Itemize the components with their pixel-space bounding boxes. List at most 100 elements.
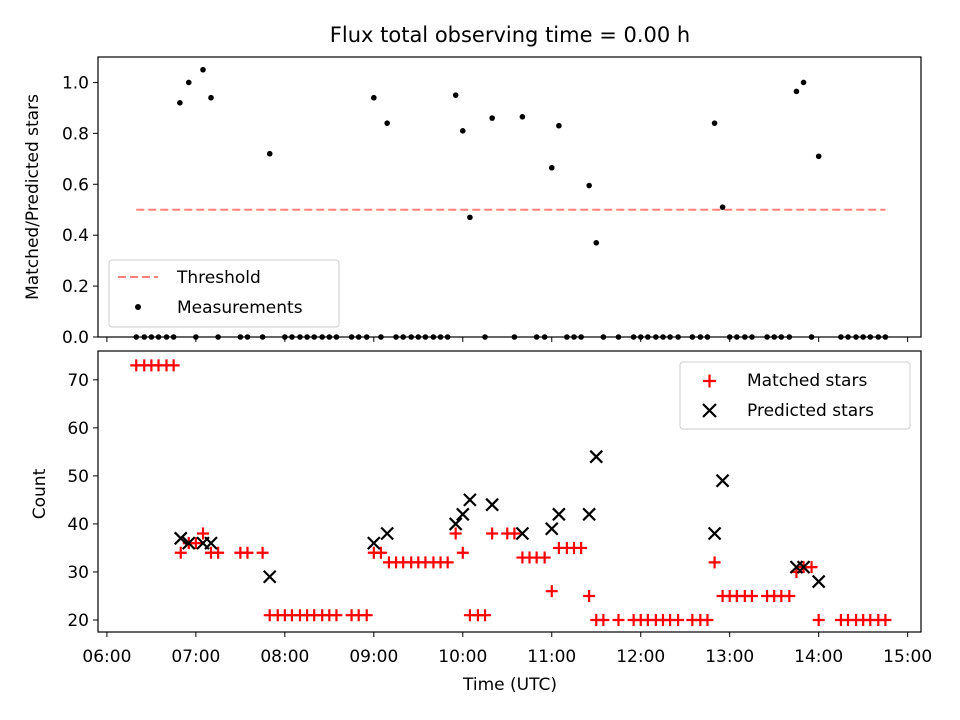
measurement-point xyxy=(177,100,183,106)
measurement-point xyxy=(875,334,882,340)
measurement-point xyxy=(155,334,162,340)
bottom-y-axis-label: Count xyxy=(30,468,50,519)
predicted-star-point xyxy=(544,521,559,536)
measurement-point xyxy=(845,334,851,340)
matched-star-point xyxy=(538,551,551,564)
x-tick-label: 06:00 xyxy=(82,647,131,667)
measurement-point xyxy=(319,334,326,340)
x-tick-label: 09:00 xyxy=(349,647,398,667)
matched-star-point xyxy=(508,527,521,540)
measurement-point xyxy=(400,334,406,340)
bottom-y-tick-label: 70 xyxy=(67,371,89,391)
measurement-point xyxy=(378,334,384,340)
matched-star-point xyxy=(374,546,387,559)
measurement-point xyxy=(384,120,390,126)
bottom-panel: Count Time (UTC) 20 30 40 50 60 70 06:00 07:00… xyxy=(30,350,932,695)
top-y-tick-label: 0.4 xyxy=(62,226,89,246)
x-axis-label: Time (UTC) xyxy=(462,675,557,695)
x-tick-label: 15:00 xyxy=(883,647,932,667)
measurement-point xyxy=(266,150,273,157)
measurement-point xyxy=(882,334,889,340)
predicted-star-point xyxy=(715,473,730,488)
measurement-point xyxy=(719,204,726,210)
measurement-point xyxy=(355,334,362,340)
measurement-point xyxy=(148,334,155,340)
top-legend-box xyxy=(108,259,340,328)
matched-star-point xyxy=(196,527,209,540)
matched-star-point xyxy=(479,609,492,622)
measurement-point xyxy=(533,334,540,340)
matched-star-point xyxy=(449,527,462,540)
predicted-star-point xyxy=(463,493,477,507)
measurement-point xyxy=(430,334,437,340)
measurement-point xyxy=(185,79,192,86)
measurement-point xyxy=(415,334,422,340)
measurement-point xyxy=(259,334,266,340)
measurement-point xyxy=(808,334,815,340)
measurement-point xyxy=(541,334,548,340)
bottom-y-tick-label: 60 xyxy=(67,419,89,439)
measurement-point xyxy=(556,122,562,129)
predicted-star-point xyxy=(552,507,566,522)
measurement-point xyxy=(704,334,711,340)
matched-star-point xyxy=(612,613,625,626)
measurement-point xyxy=(615,334,622,340)
x-tick-label: 14:00 xyxy=(794,647,843,667)
matched-star-point xyxy=(575,541,588,554)
matched-star-point xyxy=(212,546,225,559)
measurement-point xyxy=(215,334,221,340)
measurement-point xyxy=(519,114,526,120)
predicted-star-point xyxy=(173,531,188,546)
measurement-point xyxy=(660,334,666,340)
predicted-star-point xyxy=(380,526,394,541)
bottom-y-tick-label: 40 xyxy=(67,515,89,535)
measurement-point xyxy=(815,153,822,160)
top-y-tick-label: 0.6 xyxy=(62,175,89,195)
measurement-point xyxy=(853,334,859,340)
legend-matched-swatch xyxy=(703,374,716,388)
matched-star-point xyxy=(456,546,469,559)
measurement-point xyxy=(371,94,377,101)
matched-star-point xyxy=(360,609,373,622)
measurement-point xyxy=(548,164,555,171)
top-legend: Threshold Measurements xyxy=(108,259,340,328)
bottom-y-tick-label: 20 xyxy=(67,611,89,631)
legend-predicted-label: Predicted stars xyxy=(747,401,874,421)
matched-star-point xyxy=(256,546,269,559)
bottom-y-tick-label: 30 xyxy=(67,563,89,583)
top-y-axis-label: Matched/Predicted stars xyxy=(23,94,43,300)
legend-threshold-label: Threshold xyxy=(176,268,261,288)
predicted-star-point xyxy=(456,507,470,522)
predicted-star-point xyxy=(515,526,530,541)
measurement-point xyxy=(482,334,488,340)
bottom-plot-frame xyxy=(97,350,922,633)
measurement-point xyxy=(452,92,459,98)
measurement-point xyxy=(860,334,866,340)
measurement-point xyxy=(630,334,637,340)
matched-star-point xyxy=(701,613,714,626)
predicted-star-point xyxy=(707,526,722,541)
measurement-point xyxy=(578,334,584,340)
matched-star-point xyxy=(189,537,202,550)
measurement-point xyxy=(422,334,429,340)
measurement-point xyxy=(444,334,451,340)
top-y-tick-label: 0.0 xyxy=(62,328,89,348)
x-tick-label: 12:00 xyxy=(616,647,665,667)
measurement-point xyxy=(326,334,333,340)
measurement-point xyxy=(170,334,177,340)
matched-star-point xyxy=(241,546,254,559)
predicted-star-point xyxy=(204,536,218,550)
measurement-point xyxy=(571,334,577,340)
predicted-star-point xyxy=(811,574,826,589)
x-tick-label: 11:00 xyxy=(527,647,576,667)
measurement-point xyxy=(393,334,399,340)
measurement-point xyxy=(786,334,793,340)
top-y-tick-label: 0.2 xyxy=(62,277,89,297)
measurement-point xyxy=(793,88,800,95)
top-y-ticks: 0.0 0.2 0.4 0.6 0.8 1.0 xyxy=(62,73,98,348)
measurement-point xyxy=(163,334,170,340)
bottom-legend-box xyxy=(679,361,911,430)
matched-star-point xyxy=(167,359,180,372)
measurement-point xyxy=(304,334,310,340)
